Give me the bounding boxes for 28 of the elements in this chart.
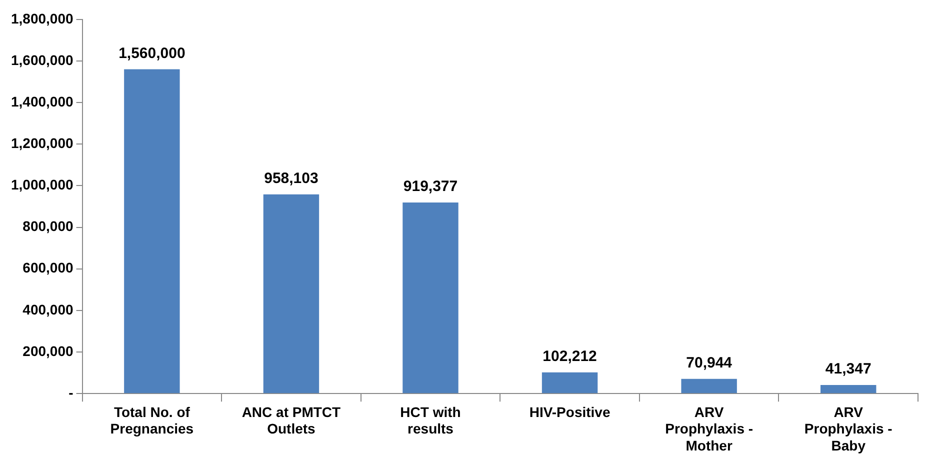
y-tick-label: 600,000 [22, 260, 74, 276]
bar [542, 372, 598, 394]
y-tick-label: 1,000,000 [10, 176, 74, 193]
y-tick-label: 400,000 [22, 301, 74, 318]
bar [820, 385, 876, 394]
data-label: 41,347 [825, 360, 872, 378]
data-label: 1,560,000 [118, 44, 186, 62]
data-label: 958,103 [264, 170, 318, 188]
x-tick-label: HCT with results [400, 404, 461, 437]
x-tick-label: HIV-Positive [529, 404, 610, 420]
y-tick-label: 1,600,000 [10, 52, 74, 68]
y-tick-label: 1,800,000 [10, 10, 74, 26]
y-tick-label: 800,000 [22, 218, 74, 234]
bar [402, 202, 458, 394]
y-tick-label: 1,400,000 [10, 93, 74, 110]
data-label: 102,212 [542, 348, 597, 365]
x-tick-label: ARV Prophylaxis - Baby [804, 404, 893, 454]
x-tick-label: ANC at PMTCT Outlets [242, 404, 342, 437]
y-tick-label: 1,200,000 [10, 134, 74, 151]
data-label: 70,944 [686, 354, 733, 372]
bar [681, 378, 737, 394]
data-label: 919,377 [403, 178, 458, 196]
x-tick-label: Total No. of Pregnancies [110, 404, 194, 437]
bar [263, 194, 320, 394]
y-tick-label: 200,000 [22, 342, 74, 359]
x-tick-label: ARV Prophylaxis - Mother [665, 404, 754, 454]
y-tick-label: - [68, 384, 74, 400]
bar [124, 69, 180, 394]
